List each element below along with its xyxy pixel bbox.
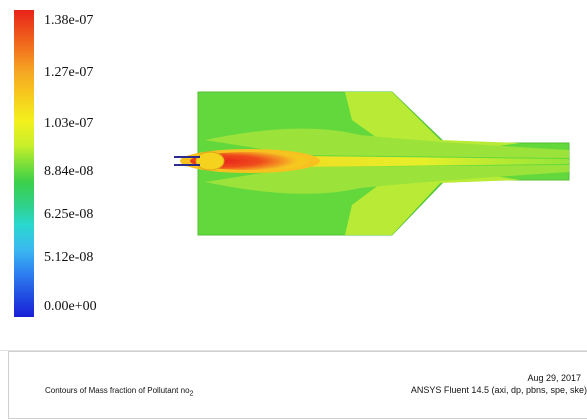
colorbar-label-6: 5.12e-08 <box>44 250 94 265</box>
plot-date: Aug 29, 2017 <box>527 373 581 383</box>
colorbar-label-max: 1.38e-07 <box>44 13 94 28</box>
contour-band-lower <box>205 165 569 194</box>
contour-plot[interactable] <box>0 0 587 340</box>
colorbar-label-2: 1.27e-07 <box>44 65 94 80</box>
caption-subscript: 2 <box>189 390 194 398</box>
caption-text: Contours of Mass fraction of Pollutant n… <box>45 386 190 395</box>
graphics-viewport[interactable]: 1.38e-07 1.27e-07 1.03e-07 8.84e-08 6.25… <box>0 0 587 340</box>
colorbar-label-4: 8.84e-08 <box>44 164 94 179</box>
burner-tip <box>195 151 225 171</box>
contour-band-upper <box>205 128 569 158</box>
colorbar-label-5: 6.25e-08 <box>44 207 94 222</box>
contour-region-upper <box>345 92 520 150</box>
plot-footer: Contours of Mass fraction of Pollutant n… <box>0 350 587 419</box>
color-scale-bar <box>14 10 34 317</box>
contour-region-lower <box>345 172 520 235</box>
plot-caption: Contours of Mass fraction of Pollutant n… <box>45 386 193 398</box>
colorbar-label-3: 1.03e-07 <box>44 116 94 131</box>
colorbar-label-min: 0.00e+00 <box>44 299 97 314</box>
software-info: ANSYS Fluent 14.5 (axi, dp, pbns, spe, s… <box>410 385 587 395</box>
